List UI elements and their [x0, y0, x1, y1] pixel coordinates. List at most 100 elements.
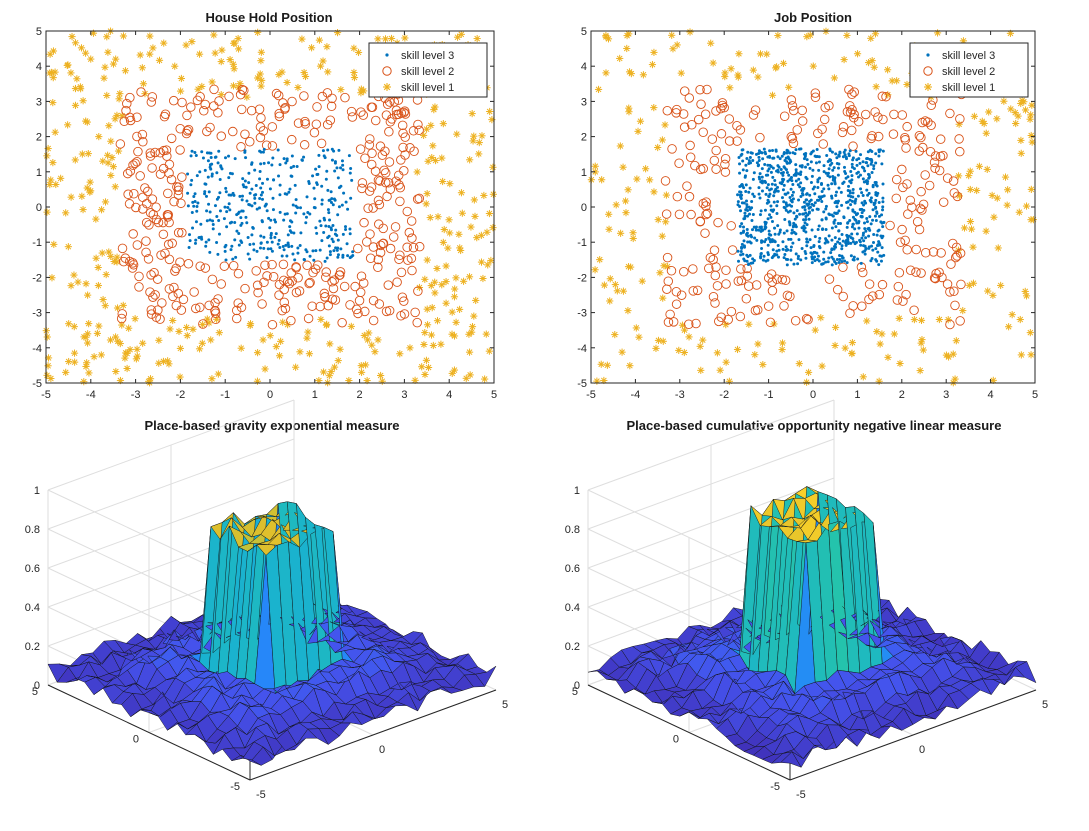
skill-level-1-point	[79, 205, 87, 214]
skill-level-3-point	[845, 261, 849, 265]
skill-level-2-point	[720, 159, 730, 170]
skill-level-2-point	[363, 203, 373, 213]
skill-level-3-point	[323, 156, 327, 160]
skill-level-1-point	[77, 44, 86, 52]
skill-level-2-point	[147, 194, 158, 204]
skill-level-3-point	[751, 192, 755, 196]
skill-level-1-point	[266, 332, 274, 340]
skill-level-1-point	[357, 362, 365, 370]
skill-level-3-point	[844, 172, 848, 176]
skill-level-2-point	[702, 84, 712, 95]
skill-level-2-point	[406, 216, 417, 226]
skill-level-3-point	[237, 231, 241, 235]
skill-level-1-point	[74, 278, 82, 286]
skill-level-2-point	[405, 143, 415, 153]
skill-level-3-point	[755, 161, 759, 165]
skill-level-1-point	[959, 306, 967, 315]
skill-level-3-point	[796, 254, 800, 258]
skill-level-3-point	[742, 186, 746, 190]
skill-level-3-point	[224, 156, 228, 160]
skill-level-1-point	[326, 340, 334, 348]
skill-level-3-point	[864, 236, 868, 240]
skill-level-2-point	[128, 229, 138, 239]
skill-level-3-point	[818, 236, 822, 240]
skill-level-2-point	[847, 89, 857, 100]
skill-level-1-point	[229, 82, 238, 90]
skill-level-3-point	[837, 186, 841, 190]
skill-level-1-point	[237, 344, 245, 352]
skill-level-3-point	[289, 174, 293, 178]
skill-level-3-point	[269, 233, 273, 237]
skill-level-3-point	[769, 165, 773, 169]
skill-level-1-point	[774, 31, 782, 40]
skill-level-1-point	[949, 350, 957, 358]
skill-level-1-point	[254, 28, 262, 36]
skill-level-1-point	[648, 60, 657, 69]
skill-level-1-point	[294, 83, 302, 92]
skill-level-3-point	[760, 239, 764, 243]
skill-level-3-point	[810, 150, 814, 154]
skill-level-1-point	[727, 65, 735, 73]
skill-level-1-point	[70, 349, 79, 357]
skill-level-2-point	[125, 115, 136, 126]
skill-level-3-point	[240, 221, 244, 225]
skill-level-3-point	[250, 187, 254, 191]
skill-level-3-point	[254, 183, 258, 187]
skill-level-2-point	[236, 104, 247, 115]
skill-level-2-point	[168, 291, 178, 302]
skill-level-1-point	[111, 183, 119, 191]
skill-level-2-point	[116, 313, 127, 324]
skill-level-3-point	[826, 171, 830, 175]
skill-level-1-point	[469, 137, 477, 145]
skill-level-3-point	[813, 235, 817, 239]
skill-level-3-point	[349, 167, 353, 171]
skill-level-3-point	[289, 166, 293, 170]
skill-level-3-point	[802, 152, 806, 156]
skill-level-2-point	[291, 287, 302, 298]
skill-level-3-point	[804, 214, 808, 218]
skill-level-1-point	[661, 121, 669, 129]
x-tick-label: 4	[988, 389, 994, 401]
skill-level-1-point	[83, 118, 91, 126]
skill-level-2-point	[286, 315, 296, 326]
skill-level-3-point	[822, 187, 826, 191]
skill-level-2-point	[929, 273, 940, 283]
skill-level-1-point	[984, 287, 992, 295]
x-tick-label: -4	[86, 389, 96, 401]
skill-level-2-point	[158, 229, 169, 240]
skill-level-1-point	[183, 332, 191, 340]
skill-level-2-point	[838, 122, 849, 132]
skill-level-1-point	[1005, 323, 1013, 331]
skill-level-3-point	[285, 254, 289, 258]
skill-level-3-point	[820, 200, 824, 204]
skill-level-2-point	[365, 253, 376, 264]
skill-level-1-point	[659, 337, 667, 345]
skill-level-2-point	[198, 319, 208, 329]
skill-level-3-point	[808, 193, 812, 197]
skill-level-3-point	[810, 202, 814, 206]
skill-level-2-point	[701, 197, 711, 207]
skill-level-3-point	[191, 200, 195, 204]
skill-level-3-point	[789, 258, 793, 262]
legend-dot-marker	[926, 53, 930, 57]
skill-level-3-point	[265, 240, 269, 244]
skill-level-3-point	[244, 215, 248, 219]
skill-level-1-point	[470, 312, 478, 320]
skill-level-3-point	[871, 248, 875, 252]
skill-level-2-point	[873, 112, 883, 122]
skill-level-2-point	[870, 107, 880, 117]
skill-level-3-point	[250, 161, 254, 165]
skill-level-2-point	[347, 112, 358, 122]
skill-level-3-point	[192, 204, 196, 208]
skill-level-2-point	[797, 116, 808, 126]
skill-level-1-point	[965, 281, 973, 289]
skill-level-1-point	[629, 234, 637, 243]
skill-level-3-point	[215, 171, 219, 175]
skill-level-3-point	[786, 248, 790, 252]
skill-level-3-point	[746, 234, 750, 238]
skill-level-3-point	[252, 242, 256, 246]
skill-level-1-point	[261, 365, 269, 373]
skill-level-1-point	[396, 350, 404, 358]
skill-level-3-point	[215, 240, 219, 244]
y-tick-label: -3	[577, 308, 587, 320]
